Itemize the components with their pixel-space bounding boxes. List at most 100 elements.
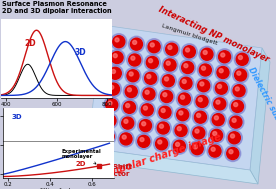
Circle shape xyxy=(151,39,160,48)
Circle shape xyxy=(177,109,189,121)
Text: Surface Plasmon Resonance: Surface Plasmon Resonance xyxy=(2,1,107,7)
Circle shape xyxy=(180,60,196,75)
Circle shape xyxy=(197,113,201,117)
Circle shape xyxy=(194,111,206,123)
Circle shape xyxy=(128,36,144,52)
Circle shape xyxy=(211,129,222,141)
Circle shape xyxy=(145,90,149,94)
Circle shape xyxy=(144,54,160,70)
Circle shape xyxy=(100,129,116,144)
Circle shape xyxy=(147,74,151,78)
Circle shape xyxy=(133,40,137,44)
Circle shape xyxy=(102,113,118,129)
Text: 3D: 3D xyxy=(74,48,86,57)
Circle shape xyxy=(122,135,126,139)
Polygon shape xyxy=(88,25,262,170)
Circle shape xyxy=(125,86,137,98)
Circle shape xyxy=(207,143,223,159)
Circle shape xyxy=(104,133,108,137)
Circle shape xyxy=(129,54,141,66)
Text: Langmuir blodgett: Langmuir blodgett xyxy=(161,24,219,46)
Circle shape xyxy=(123,101,136,113)
Circle shape xyxy=(168,45,172,50)
Circle shape xyxy=(123,84,139,100)
Circle shape xyxy=(166,61,170,65)
Circle shape xyxy=(162,57,178,73)
Circle shape xyxy=(191,143,203,155)
Circle shape xyxy=(225,146,241,162)
Circle shape xyxy=(196,78,212,94)
Circle shape xyxy=(136,133,152,149)
Circle shape xyxy=(193,127,205,139)
Circle shape xyxy=(200,82,204,86)
Text: Experimental
monolayer: Experimental monolayer xyxy=(62,149,102,164)
Circle shape xyxy=(112,70,115,74)
Circle shape xyxy=(137,118,153,134)
Text: 2D: 2D xyxy=(76,160,86,167)
Circle shape xyxy=(118,131,134,147)
Circle shape xyxy=(127,70,139,82)
Circle shape xyxy=(159,88,175,105)
Text: Interacting NP monolayer: Interacting NP monolayer xyxy=(156,5,270,64)
Circle shape xyxy=(128,88,131,92)
Circle shape xyxy=(182,61,194,74)
Circle shape xyxy=(216,100,220,104)
Circle shape xyxy=(181,44,197,60)
Circle shape xyxy=(210,112,226,128)
Circle shape xyxy=(141,104,153,116)
Circle shape xyxy=(161,108,165,112)
Circle shape xyxy=(215,82,227,94)
Circle shape xyxy=(108,101,112,105)
Circle shape xyxy=(148,41,160,53)
Circle shape xyxy=(183,46,195,58)
Circle shape xyxy=(214,98,226,110)
Circle shape xyxy=(131,56,135,60)
Circle shape xyxy=(194,94,210,109)
Circle shape xyxy=(235,69,247,81)
Circle shape xyxy=(169,42,178,51)
Polygon shape xyxy=(88,25,262,170)
Circle shape xyxy=(105,81,121,97)
Circle shape xyxy=(161,91,173,102)
X-axis label: filling factor: filling factor xyxy=(40,188,77,189)
Circle shape xyxy=(145,72,157,84)
Circle shape xyxy=(212,96,228,112)
Circle shape xyxy=(234,51,250,67)
Circle shape xyxy=(209,127,225,143)
Circle shape xyxy=(237,71,241,75)
Circle shape xyxy=(189,141,205,157)
Circle shape xyxy=(234,103,238,107)
Circle shape xyxy=(107,65,123,81)
Circle shape xyxy=(213,80,229,96)
Circle shape xyxy=(162,75,174,87)
Circle shape xyxy=(201,66,206,70)
Circle shape xyxy=(156,138,168,150)
Circle shape xyxy=(146,57,158,68)
Circle shape xyxy=(203,50,207,54)
Circle shape xyxy=(155,120,171,136)
Circle shape xyxy=(140,138,144,142)
Circle shape xyxy=(178,75,194,91)
Circle shape xyxy=(143,88,155,100)
Circle shape xyxy=(126,104,130,108)
Polygon shape xyxy=(88,25,262,170)
Circle shape xyxy=(108,83,120,95)
Text: 2D and 3D dipolar interaction: 2D and 3D dipolar interaction xyxy=(2,8,112,14)
Circle shape xyxy=(125,68,141,84)
Circle shape xyxy=(106,117,110,121)
Circle shape xyxy=(148,59,153,63)
Circle shape xyxy=(196,95,208,108)
Circle shape xyxy=(111,51,123,64)
Circle shape xyxy=(231,83,247,99)
Circle shape xyxy=(191,125,207,141)
Circle shape xyxy=(144,106,147,110)
Circle shape xyxy=(121,99,137,115)
Text: with 2D filling factor: with 2D filling factor xyxy=(47,171,129,177)
Circle shape xyxy=(213,132,217,136)
Circle shape xyxy=(176,143,180,146)
Circle shape xyxy=(173,140,185,152)
Circle shape xyxy=(122,117,134,129)
Circle shape xyxy=(204,47,213,56)
Circle shape xyxy=(175,107,191,123)
Circle shape xyxy=(221,53,225,57)
